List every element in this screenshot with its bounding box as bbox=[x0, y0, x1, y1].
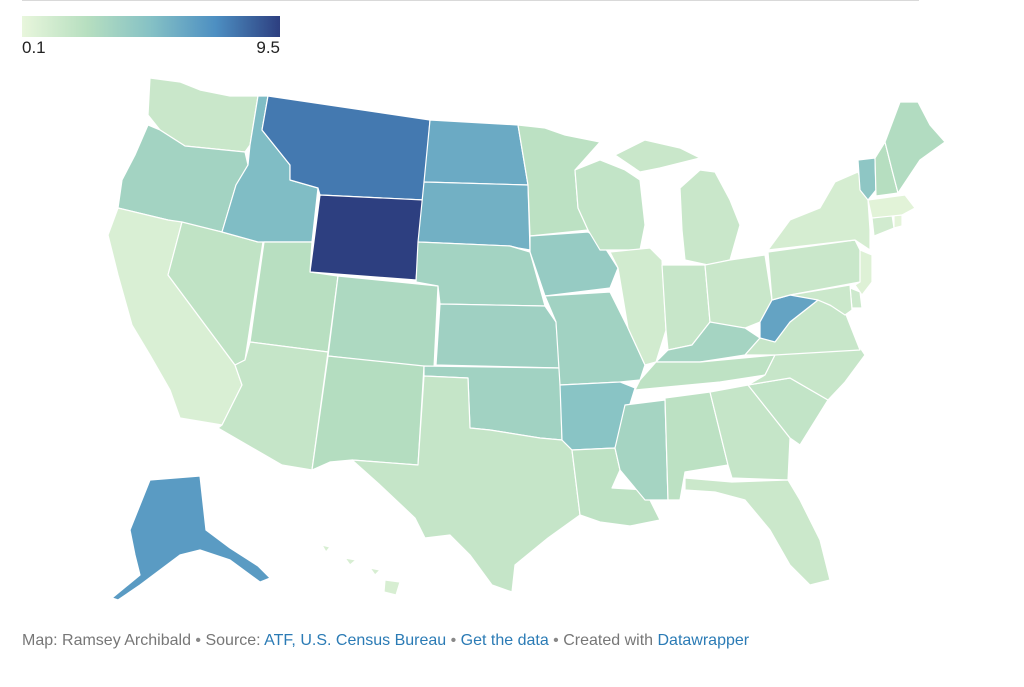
state-MA[interactable] bbox=[867, 194, 916, 219]
state-OH[interactable] bbox=[704, 254, 773, 329]
state-NM[interactable] bbox=[311, 355, 425, 471]
state-SD[interactable] bbox=[417, 181, 531, 251]
state-VT[interactable] bbox=[857, 157, 877, 201]
state-AK[interactable] bbox=[111, 475, 271, 601]
state-NY[interactable] bbox=[767, 171, 871, 251]
state-KY[interactable] bbox=[655, 321, 761, 363]
state-WI[interactable] bbox=[574, 159, 646, 251]
state-WY[interactable] bbox=[309, 194, 425, 281]
created-with-label: Created with bbox=[563, 632, 658, 649]
legend-labels: 0.1 9.5 bbox=[22, 37, 280, 59]
state-FL[interactable] bbox=[684, 477, 831, 586]
state-NJ[interactable] bbox=[854, 249, 873, 296]
state-HI[interactable] bbox=[321, 544, 401, 596]
datawrapper-link[interactable]: Datawrapper bbox=[657, 632, 750, 649]
state-MI[interactable] bbox=[614, 139, 741, 266]
source-link[interactable]: ATF, U.S. Census Bureau bbox=[264, 632, 447, 649]
legend-min-label: 0.1 bbox=[22, 38, 46, 57]
state-KS[interactable] bbox=[435, 303, 561, 369]
choropleth-map bbox=[0, 60, 1024, 620]
us-states-map bbox=[107, 77, 946, 601]
get-data-link[interactable]: Get the data bbox=[460, 632, 549, 649]
footer-separator: • bbox=[190, 632, 206, 649]
attribution-footer: Map: Ramsey Archibald • Source: ATF, U.S… bbox=[22, 632, 749, 650]
state-RI[interactable] bbox=[893, 214, 903, 229]
legend-max-label: 9.5 bbox=[256, 38, 280, 57]
state-MS[interactable] bbox=[614, 399, 669, 501]
top-divider bbox=[22, 0, 919, 1]
color-legend: 0.1 9.5 bbox=[22, 16, 280, 59]
state-ND[interactable] bbox=[423, 119, 529, 186]
source-label: Source: bbox=[205, 632, 265, 649]
map-credit: Map: Ramsey Archibald bbox=[22, 632, 191, 649]
footer-separator: • bbox=[446, 632, 461, 649]
state-ME[interactable] bbox=[884, 101, 946, 194]
state-TX[interactable] bbox=[351, 375, 581, 593]
legend-gradient-bar bbox=[22, 16, 280, 37]
state-MD[interactable] bbox=[789, 284, 853, 316]
state-CO[interactable] bbox=[327, 275, 439, 369]
footer-separator: • bbox=[548, 632, 564, 649]
